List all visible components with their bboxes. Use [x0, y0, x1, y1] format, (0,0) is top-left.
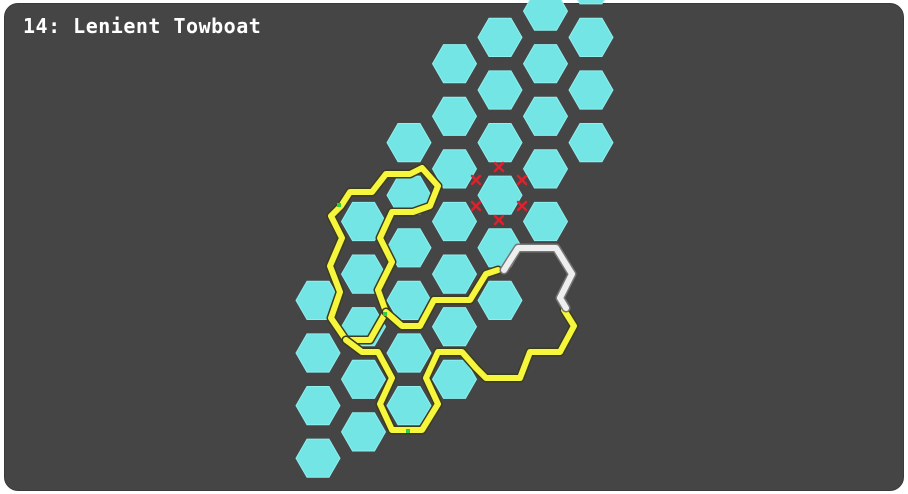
- hex-cell[interactable]: [477, 70, 523, 110]
- red-x-icon: [516, 200, 528, 212]
- hex-cell[interactable]: [568, 17, 614, 57]
- hex-cell[interactable]: [477, 175, 523, 215]
- hex-cell[interactable]: [431, 149, 478, 189]
- hex-cell[interactable]: [340, 412, 387, 452]
- hex-cell[interactable]: [431, 201, 478, 242]
- hex-cell[interactable]: [386, 123, 432, 163]
- red-x-icon: [470, 200, 482, 212]
- hex-cell[interactable]: [340, 201, 387, 242]
- green-marker: [337, 203, 341, 207]
- red-x-icon: [516, 174, 528, 186]
- hex-cell[interactable]: [386, 333, 432, 373]
- green-marker: [383, 312, 387, 316]
- hex-cell[interactable]: [522, 44, 569, 84]
- hex-cell[interactable]: [477, 123, 523, 163]
- hex-cell[interactable]: [295, 438, 341, 478]
- hex-cell[interactable]: [568, 70, 614, 110]
- red-x-icon: [493, 161, 505, 173]
- blocked-markers: [470, 161, 528, 226]
- hex-cell[interactable]: [477, 280, 523, 320]
- hex-cell[interactable]: [295, 333, 341, 373]
- hex-cell[interactable]: [522, 201, 569, 242]
- path-layer: [325, 163, 579, 435]
- puzzle-title: 14: Lenient Towboat: [23, 14, 262, 38]
- hex-cell[interactable]: [295, 386, 341, 426]
- hex-cell[interactable]: [340, 359, 387, 399]
- hex-cell[interactable]: [522, 96, 569, 136]
- hex-cell[interactable]: [431, 254, 478, 294]
- hex-cell[interactable]: [522, 0, 569, 31]
- hex-cell[interactable]: [569, 0, 613, 5]
- hex-cell[interactable]: [431, 96, 478, 136]
- white-path: [501, 245, 575, 311]
- hex-cell[interactable]: [522, 149, 569, 189]
- hex-cell[interactable]: [431, 307, 478, 347]
- hex-cell[interactable]: [477, 17, 523, 57]
- puzzle-panel: 14: Lenient Towboat: [4, 3, 904, 491]
- yellow-path-branch: [383, 267, 501, 329]
- hex-cell[interactable]: [431, 44, 478, 84]
- marker-layer: [337, 203, 410, 433]
- yellow-path-loop: [327, 165, 441, 343]
- hex-cell[interactable]: [568, 123, 614, 163]
- red-x-icon: [493, 214, 505, 226]
- green-marker: [406, 429, 410, 433]
- yellow-path-route: [343, 307, 577, 433]
- red-x-icon: [470, 174, 482, 186]
